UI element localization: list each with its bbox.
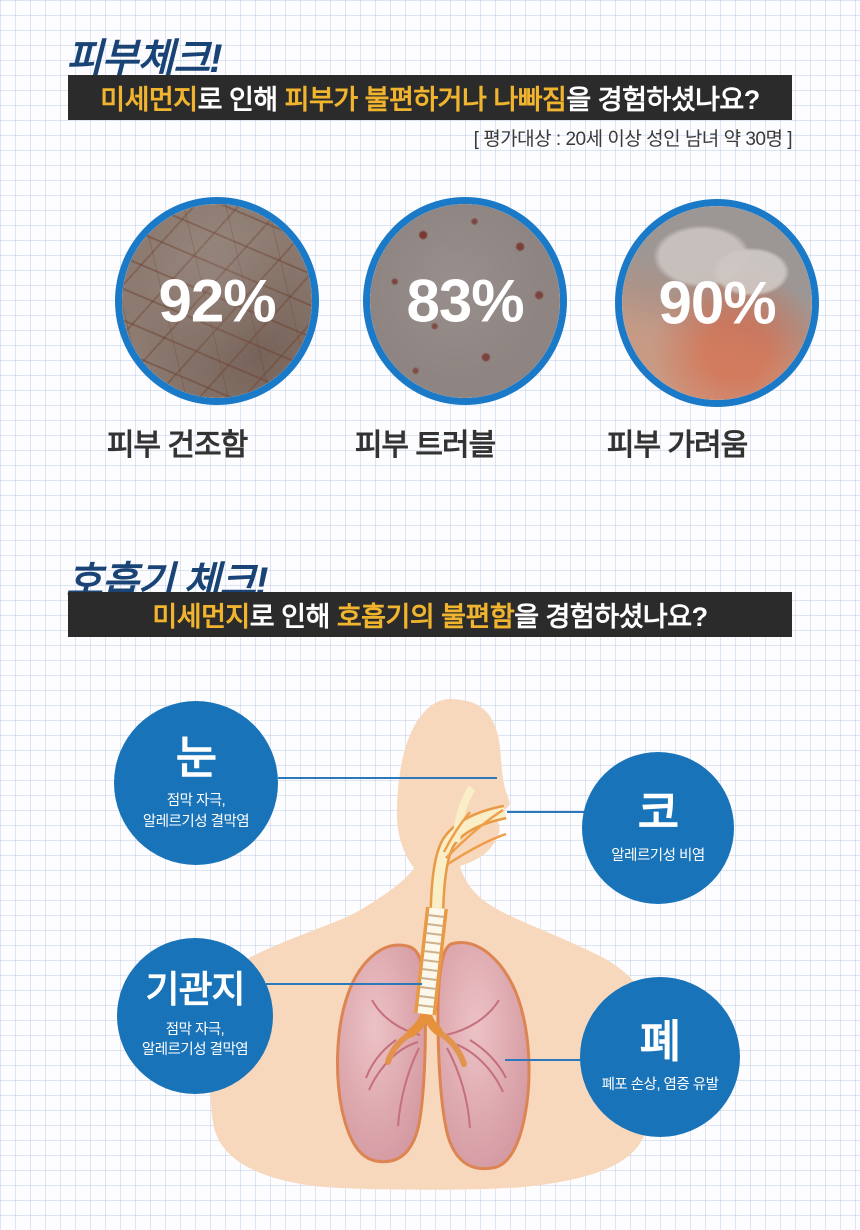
stat-value: 92% — [158, 267, 276, 335]
stat-circle-skin-trouble: 83% — [363, 197, 567, 405]
stat-label-skin-trouble: 피부 트러블 — [354, 429, 496, 462]
skin-check-title: 피부체크! — [66, 37, 223, 81]
stat-circle-skin-dryness: 92% — [115, 197, 319, 405]
organ-description: 점막 자극, 알레르기성 결막염 — [141, 1022, 249, 1059]
question-text: 을 경험하셨나요? — [566, 85, 760, 115]
question-highlight: 미세먼지 — [152, 602, 250, 632]
evaluation-target-note: [ 평가대상 : 20세 이상 성인 남녀 약 30명 ] — [473, 129, 793, 150]
callout-lungs: 폐 폐포 손상, 염증 유발 — [580, 977, 740, 1137]
stat-label-skin-dryness: 피부 건조함 — [106, 429, 248, 462]
stat-circle-skin-itch: 90% — [615, 199, 819, 407]
callout-eyes: 눈 점막 자극, 알레르기성 결막염 — [114, 701, 278, 865]
question-highlight: 호흡기의 불편함 — [336, 602, 515, 632]
respiratory-check-question-bar: 미세먼지 로 인해 호흡기의 불편함 을 경험하셨나요? — [68, 592, 792, 637]
organ-description: 알레르기성 비염 — [611, 848, 705, 865]
callout-connector-lines — [266, 777, 586, 1061]
question-text: 로 인해 — [249, 602, 337, 632]
question-text: 을 경험하셨나요? — [514, 602, 708, 632]
skin-check-question-bar: 미세먼지 로 인해 피부가 불편하거나 나빠짐 을 경험하셨나요? — [68, 75, 792, 120]
stat-value: 83% — [406, 267, 524, 335]
question-highlight: 미세먼지 — [100, 85, 198, 115]
callout-bronchus: 기관지 점막 자극, 알레르기성 결막염 — [117, 938, 273, 1094]
nasal-pharynx-passage — [429, 785, 507, 909]
main-bronchi-in-lungs — [385, 1029, 467, 1067]
stat-value: 90% — [658, 269, 776, 337]
skin-trouble-spots-photo — [370, 204, 560, 398]
scratching-itchy-skin-photo — [622, 206, 812, 400]
nasal-cavity-lines — [442, 808, 507, 866]
organ-description: 폐포 손상, 염증 유발 — [601, 1077, 719, 1094]
trachea-rings — [417, 914, 445, 1008]
organ-name: 코 — [637, 787, 679, 839]
organ-name: 폐 — [639, 1016, 681, 1068]
question-highlight: 피부가 불편하거나 나빠짐 — [284, 85, 567, 115]
callout-nose: 코 알레르기성 비염 — [582, 752, 734, 904]
organ-name: 눈 — [175, 732, 217, 784]
stat-label-skin-itch: 피부 가려움 — [606, 429, 748, 462]
trachea — [414, 906, 448, 1016]
question-text: 로 인해 — [197, 85, 285, 115]
organ-description: 점막 자극, 알레르기성 결막염 — [142, 793, 250, 830]
dry-cracked-skin-photo — [122, 204, 312, 398]
organ-name: 기관지 — [145, 969, 245, 1011]
respiratory-system-illustration — [209, 699, 651, 1190]
